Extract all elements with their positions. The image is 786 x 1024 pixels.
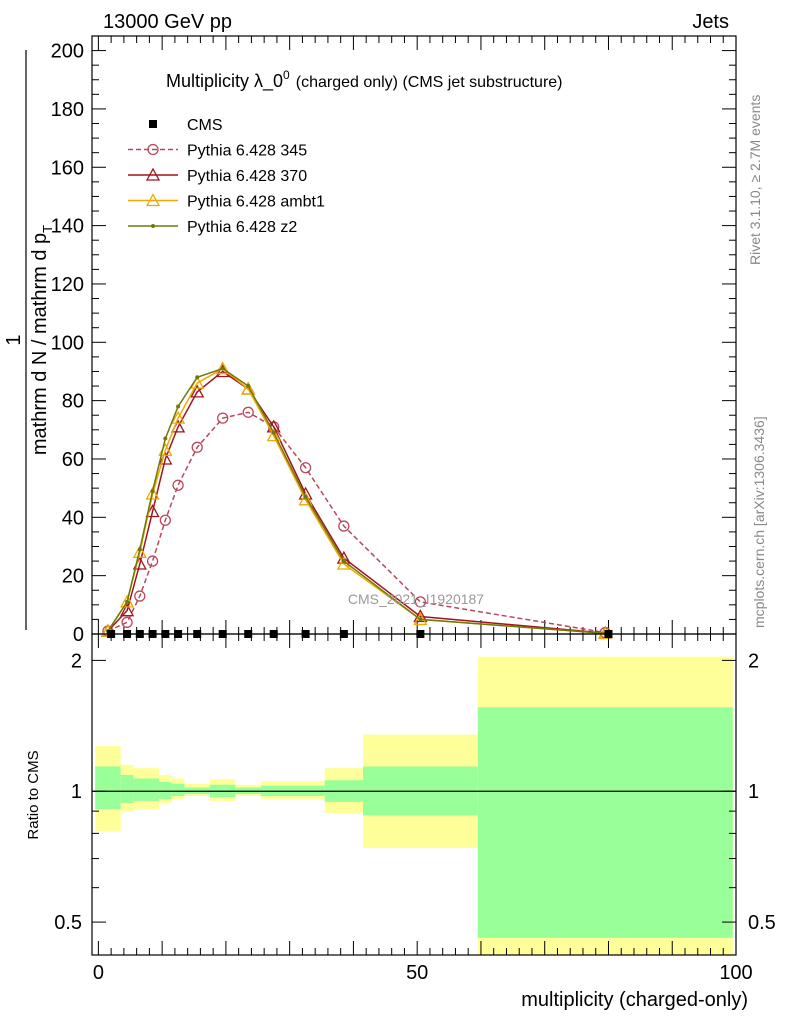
y-axis-label: 1 mathrm d N / mathrm d pT [3, 50, 55, 630]
chart-title-main: Multiplicity λ_0 [166, 71, 283, 92]
series-point-2 [215, 361, 230, 375]
rivet-side-label: Rivet 3.1.10, ≥ 2.7M events [747, 95, 763, 265]
header-right: Jets [692, 11, 729, 33]
watermark: CMS_2021_I1920187 [348, 591, 484, 607]
series-line-0 [107, 411, 606, 634]
ratio-band-green-3 [158, 782, 172, 799]
legend-marker-0 [149, 120, 157, 128]
x-tick-label: 50 [406, 962, 428, 984]
series-point-2 [170, 410, 186, 424]
series-line-1 [107, 370, 606, 634]
ratio-panel: 0 50 100 0.5 0.5 1 1 2 2 [54, 633, 776, 984]
series-point-3 [418, 617, 423, 622]
legend-label-0: CMS [187, 117, 223, 134]
series-point-3 [137, 547, 142, 552]
y-tick-label: 60 [62, 449, 84, 471]
ratio-band-green-0 [95, 766, 121, 810]
series-point-3 [303, 494, 308, 499]
series-point-1 [119, 603, 135, 617]
series-point-3 [150, 489, 155, 494]
y-tick-label: 180 [51, 99, 84, 121]
series-point-0 [299, 462, 312, 474]
series-point-3 [125, 599, 130, 604]
y-label-den-main: mathrm d N / mathrm d p [29, 233, 51, 455]
legend-marker-2 [145, 167, 161, 181]
legend-label-3: Pythia 6.428 ambt1 [187, 194, 325, 211]
series-point-3 [271, 430, 276, 435]
series-point-3 [246, 384, 251, 389]
legend-label-4: Pythia 6.428 z2 [187, 219, 297, 236]
y-tick-label: 0 [73, 624, 84, 646]
y-tick-label: 160 [51, 157, 84, 179]
series-point-2 [266, 428, 281, 442]
y-label-den-sub: T [40, 225, 55, 233]
ratio-band-green-1 [120, 774, 134, 803]
y-label-denominator: mathrm d N / mathrm d pT [29, 225, 55, 455]
ratio-frame [91, 633, 737, 956]
ratio-band-green-2 [133, 778, 159, 801]
y-tick-label: 100 [51, 332, 84, 354]
series-point-3 [220, 366, 225, 371]
series-point-2 [119, 594, 135, 608]
series-point-0 [242, 406, 254, 418]
series-point-3 [195, 375, 200, 380]
legend: CMS Pythia 6.428 345 Pythia 6.428 370 Pythi… [128, 117, 325, 236]
series-point-0 [146, 555, 159, 567]
series-point-1 [190, 384, 205, 398]
series-point-0 [159, 514, 171, 526]
y-tick-label: 140 [51, 216, 84, 238]
ratio-tick-label: 1 [71, 781, 82, 803]
series-point-2 [298, 492, 313, 506]
y-label-numerator: 1 [3, 334, 25, 345]
ratio-band-green-12 [477, 707, 733, 938]
series-point-2 [241, 381, 256, 395]
x-tick-label: 0 [93, 962, 104, 984]
series-point-0 [172, 479, 184, 491]
y-tick-label: 40 [62, 507, 84, 529]
series-point-0 [217, 412, 229, 424]
ratio-tick-label-right: 0.5 [748, 912, 776, 934]
chart-title: Multiplicity λ_00 (charged only) (CMS jet… [166, 68, 563, 92]
ratio-tick-label-right: 1 [748, 781, 759, 803]
y-tick-label: 80 [62, 391, 84, 413]
x-tick-label: 100 [719, 962, 752, 984]
series-point-0 [414, 596, 427, 608]
y-tick-label: 20 [62, 566, 84, 588]
chart-title-sup: 0 [283, 68, 290, 82]
ratio-tick-label: 2 [71, 650, 82, 672]
series-point-3 [176, 404, 181, 409]
series-point-3 [341, 559, 346, 564]
legend-marker-1 [147, 143, 159, 156]
series-point-1 [413, 609, 428, 623]
series-point-3 [163, 436, 168, 441]
y-tick-label: 200 [51, 41, 84, 63]
series-line-3 [107, 367, 606, 635]
series-point-2 [145, 486, 160, 500]
ratio-tick-label: 0.5 [54, 912, 82, 934]
legend-marker-4 [151, 224, 155, 228]
chart-title-sub: (charged only) (CMS jet substructure) [296, 74, 563, 91]
series-point-2 [132, 544, 147, 558]
y-tick-label: 120 [51, 274, 84, 296]
series-point-0 [121, 616, 133, 628]
legend-label-1: Pythia 6.428 345 [187, 143, 307, 160]
ratio-band-green-4 [171, 783, 185, 797]
header-left: 13000 GeV pp [103, 11, 232, 33]
legend-marker-3 [145, 193, 161, 207]
series-point-0 [134, 590, 146, 602]
mcplots-side-label: mcplots.cern.ch [arXiv:1306.3436] [751, 416, 767, 628]
series-point-0 [338, 520, 350, 532]
x-axis-label: multiplicity (charged-only) [521, 989, 748, 1011]
legend-label-2: Pythia 6.428 370 [187, 168, 307, 185]
ratio-tick-label-right: 2 [748, 650, 759, 672]
ratio-y-label: Ratio to CMS [25, 750, 42, 839]
series-point-0 [191, 441, 203, 453]
